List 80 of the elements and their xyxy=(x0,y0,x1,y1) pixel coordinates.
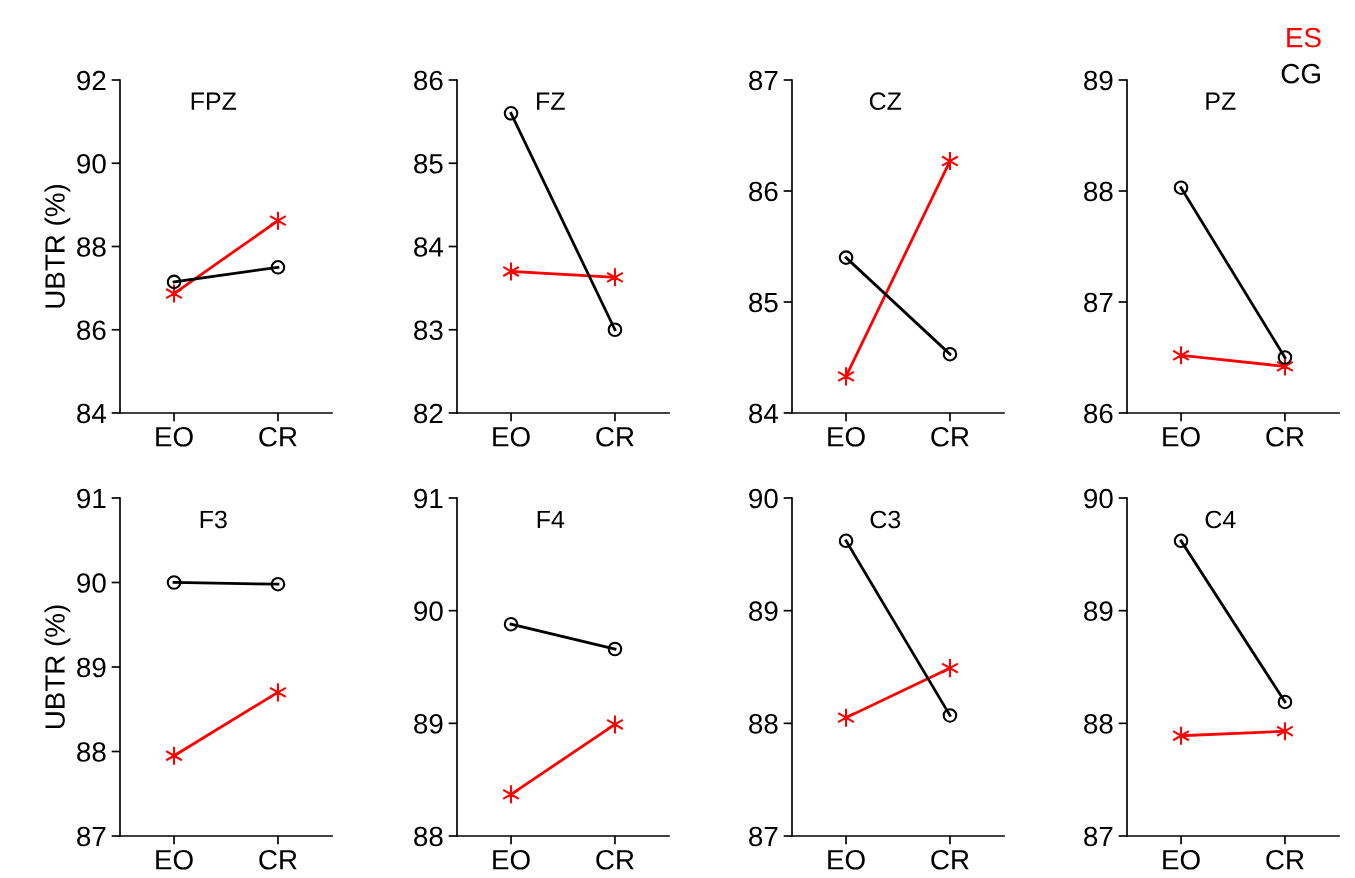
x-tick-label: EO xyxy=(493,849,530,870)
chart-title: F4 xyxy=(537,510,565,529)
y-tick-label: 82 xyxy=(414,403,443,424)
x-tick-label: CR xyxy=(931,426,969,447)
point xyxy=(607,322,623,338)
point xyxy=(502,261,520,282)
point xyxy=(1173,533,1189,549)
chart-title: FPZ xyxy=(191,92,237,110)
y-tick-label: 86 xyxy=(749,181,778,202)
y-tick-label: 87 xyxy=(1084,826,1113,847)
point xyxy=(166,575,182,590)
x-tick-label: CR xyxy=(596,849,634,870)
y-tick-label: 85 xyxy=(749,292,778,313)
x-tick-label: EO xyxy=(828,426,865,447)
y-tick-label: 91 xyxy=(77,488,106,509)
y-tick-label: 86 xyxy=(1084,403,1113,424)
x-tick-label: CR xyxy=(1266,849,1304,870)
point xyxy=(1277,350,1293,365)
chart-title: F3 xyxy=(200,510,227,529)
point xyxy=(503,616,519,632)
chart-title: C4 xyxy=(1205,510,1236,529)
text: ES xyxy=(1287,27,1321,48)
y-axis-title: UBTR (%) xyxy=(44,184,71,308)
y-tick-label: 89 xyxy=(1084,601,1113,622)
y-tick-label: 83 xyxy=(414,320,443,341)
text: CG xyxy=(1281,63,1320,84)
y-tick-label: 91 xyxy=(414,488,443,509)
point xyxy=(942,708,958,723)
x-tick-label: CR xyxy=(1266,426,1304,447)
y-axis-title: UBTR (%) xyxy=(44,605,71,729)
point xyxy=(166,274,182,290)
y-tick-label: 84 xyxy=(77,403,106,424)
x-tick-label: EO xyxy=(156,849,193,870)
y-tick-label: 86 xyxy=(414,70,443,91)
chart-title: PZ xyxy=(1206,92,1236,110)
y-tick-label: 90 xyxy=(77,573,106,593)
y-tick-label: 89 xyxy=(1084,70,1113,91)
x-tick-label: EO xyxy=(493,426,530,447)
y-tick-label: 88 xyxy=(1084,714,1113,734)
x-tick-label: EO xyxy=(156,426,193,447)
point xyxy=(503,106,519,121)
x-tick-label: CR xyxy=(596,426,634,447)
y-tick-label: 87 xyxy=(1084,292,1113,313)
x-tick-label: CR xyxy=(259,426,297,447)
chart-title: C3 xyxy=(870,510,901,529)
point xyxy=(838,533,854,549)
y-tick-label: 88 xyxy=(77,742,106,762)
y-tick-label: 89 xyxy=(749,601,778,622)
chart-title: FZ xyxy=(537,92,565,110)
y-tick-label: 88 xyxy=(1084,181,1113,202)
y-tick-label: 92 xyxy=(77,70,106,91)
y-tick-label: 84 xyxy=(749,403,778,424)
y-tick-label: 89 xyxy=(77,657,106,678)
y-tick-label: 90 xyxy=(414,601,443,622)
point xyxy=(270,260,286,275)
point xyxy=(838,250,854,265)
x-tick-label: EO xyxy=(1163,426,1200,447)
y-tick-label: 89 xyxy=(414,714,443,734)
y-tick-label: 85 xyxy=(414,153,443,174)
y-tick-label: 88 xyxy=(749,714,778,734)
y-tick-label: 87 xyxy=(77,826,106,847)
x-tick-label: EO xyxy=(1163,849,1200,870)
y-tick-label: 84 xyxy=(414,237,443,257)
y-tick-label: 87 xyxy=(749,70,778,91)
x-tick-label: CR xyxy=(259,849,297,870)
point xyxy=(270,576,286,592)
y-tick-label: 88 xyxy=(77,237,106,257)
y-tick-label: 86 xyxy=(77,320,106,341)
y-tick-label: 88 xyxy=(414,826,443,847)
x-tick-label: CR xyxy=(931,849,969,870)
point xyxy=(1277,694,1293,710)
point xyxy=(942,346,958,362)
y-tick-label: 87 xyxy=(749,826,778,847)
y-tick-label: 90 xyxy=(77,153,106,174)
y-tick-label: 90 xyxy=(1084,488,1113,509)
chart-title: CZ xyxy=(869,92,902,111)
x-tick-label: EO xyxy=(828,849,865,870)
y-tick-label: 90 xyxy=(749,488,778,509)
point xyxy=(1173,180,1189,195)
point xyxy=(607,641,623,657)
